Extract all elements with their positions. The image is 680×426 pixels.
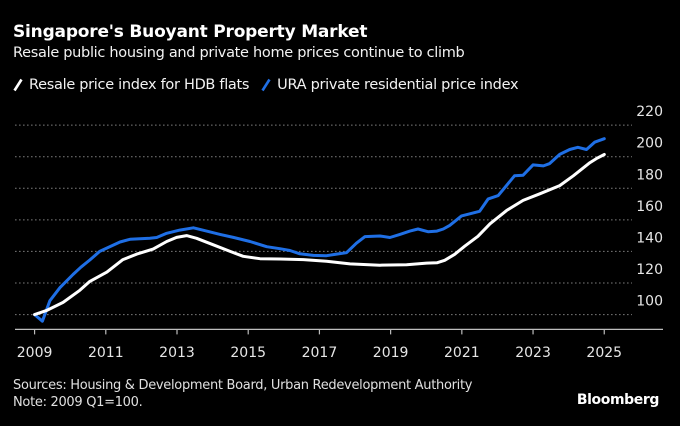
gridlines bbox=[15, 124, 632, 316]
legend-swatch-line-hdb bbox=[13, 78, 23, 92]
chart-subtitle: Resale public housing and private home p… bbox=[13, 45, 465, 61]
x-tick-label: 2011 bbox=[88, 345, 124, 361]
legend-item-ura: URA private residential price index bbox=[261, 77, 519, 93]
sources-text: Sources: Housing & Development Board, Ur… bbox=[13, 378, 473, 393]
bloomberg-logo: Bloomberg bbox=[576, 392, 660, 408]
y-tick-label: 100 bbox=[636, 294, 663, 310]
legend-swatch-ura-icon bbox=[261, 78, 271, 92]
chart-title: Singapore's Buoyant Property Market bbox=[13, 22, 368, 42]
series-line-ura bbox=[33, 137, 606, 323]
x-tick-label: 2013 bbox=[159, 345, 195, 361]
x-tick-label: 2023 bbox=[515, 345, 551, 361]
y-tick-label: 160 bbox=[636, 199, 663, 215]
series-line-hdb bbox=[33, 153, 606, 317]
y-tick-label: 220 bbox=[636, 104, 663, 120]
y-tick-label: 180 bbox=[636, 167, 663, 183]
x-axis: 2009 2011 2013 2015 2017 2019 2021 2023 2025 bbox=[15, 328, 663, 361]
x-tick-label: 2019 bbox=[373, 345, 409, 361]
legend-item-hdb: Resale price index for HDB flats bbox=[13, 77, 249, 93]
x-tick-label: 2015 bbox=[230, 345, 266, 361]
legend: Resale price index for HDB flats URA pri… bbox=[13, 77, 530, 93]
x-tick-label: 2017 bbox=[302, 345, 338, 361]
legend-swatch-line-ura bbox=[261, 78, 271, 92]
footer-notes: Sources: Housing & Development Board, Ur… bbox=[13, 378, 472, 411]
note-text: Note: 2009 Q1=100. bbox=[13, 394, 143, 410]
y-tick-label: 140 bbox=[636, 230, 663, 246]
legend-swatch-hdb-icon bbox=[13, 78, 23, 92]
legend-label-hdb: Resale price index for HDB flats bbox=[29, 77, 250, 93]
legend-label-ura: URA private residential price index bbox=[277, 77, 519, 93]
x-tick-label: 2025 bbox=[586, 345, 622, 361]
y-axis-labels: 100 120 140 160 180 200 220 bbox=[636, 104, 663, 309]
x-tick-label: 2021 bbox=[444, 345, 480, 361]
y-tick-label: 200 bbox=[636, 136, 663, 152]
y-tick-label: 120 bbox=[636, 262, 663, 278]
x-tick-label: 2009 bbox=[17, 345, 53, 361]
series-lines bbox=[33, 137, 606, 323]
